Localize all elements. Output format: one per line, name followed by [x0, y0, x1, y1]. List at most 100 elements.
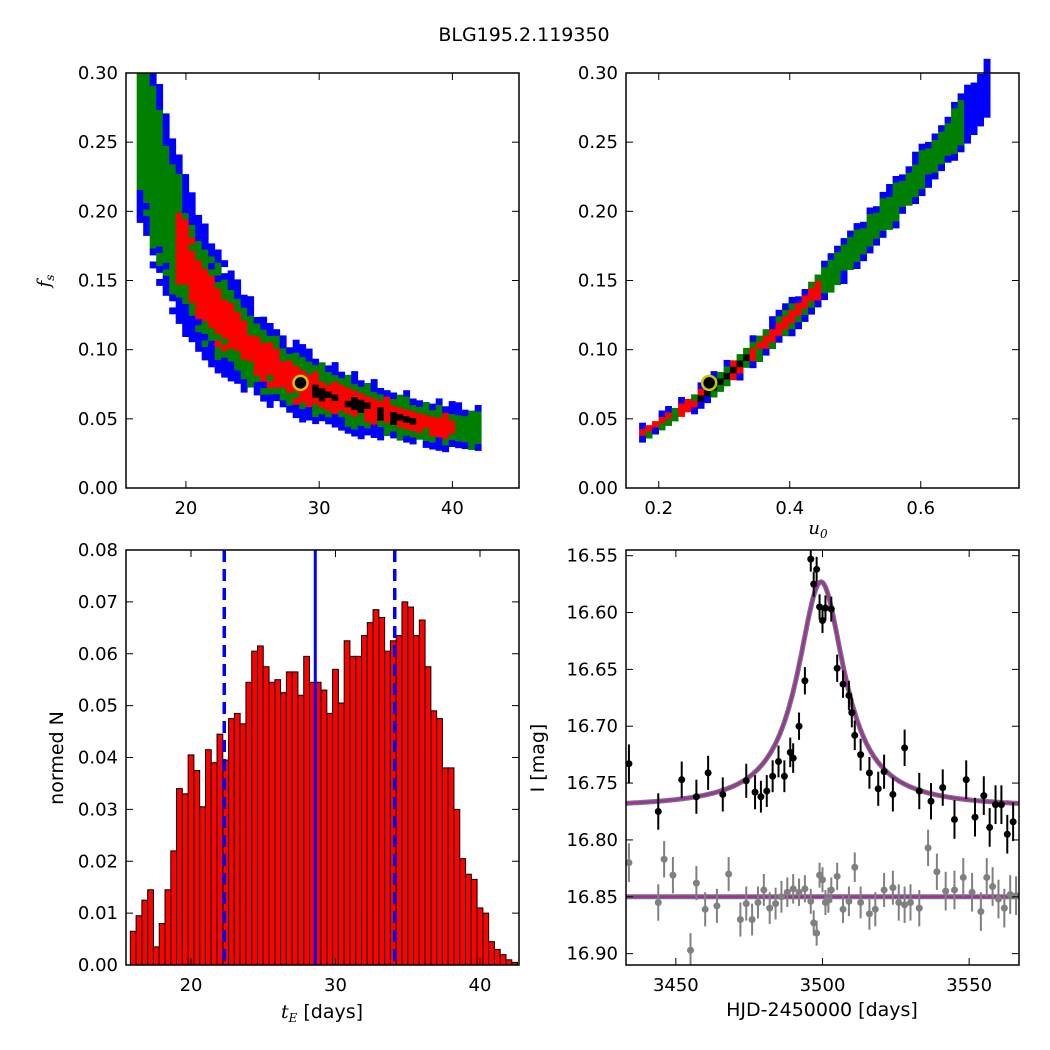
fs-tE-outer-cell — [136, 196, 144, 204]
residual-point — [924, 844, 932, 852]
fs-tE-outer-cell — [169, 138, 177, 146]
fs-tE-inner-cell — [195, 305, 203, 313]
fs-tE-mid-cell — [214, 269, 222, 276]
fs-tE-inner-cell — [344, 407, 352, 415]
fs-tE-outer-cell — [136, 216, 144, 223]
fs-tE-mid-cell — [169, 209, 177, 217]
fs-u0-mid-cell — [879, 211, 887, 219]
residual-point — [915, 904, 923, 912]
light-curve-point — [786, 748, 794, 756]
fs-u0-outer-cell — [860, 221, 867, 229]
fs-tE-mid-cell — [143, 157, 151, 165]
light-curve-xtick-label: 3500 — [800, 975, 846, 996]
fs-tE-inner-cell — [227, 335, 235, 343]
fs-u0-mid-cell — [931, 166, 939, 173]
fs-tE-outer-cell — [331, 362, 339, 369]
tE-histogram-bar — [285, 671, 293, 966]
tE-histogram-ytick-label: 0.08 — [78, 540, 118, 561]
fs-tE-core-cell — [344, 400, 352, 408]
fs-u0-inner-cell — [814, 281, 822, 288]
fs-tE-outer-cell — [214, 275, 222, 283]
fs-u0-outer-cell — [775, 335, 783, 343]
fs-tE-outer-cell — [292, 339, 300, 347]
fs-tE-mid-cell — [169, 170, 177, 178]
fs-tE-mid-cell — [325, 371, 333, 379]
fs-tE-inner-cell — [429, 416, 437, 424]
fs-tE-mid-cell — [136, 138, 144, 145]
fs-tE-mid-cell — [234, 298, 242, 306]
fs-tE-mid-cell — [195, 253, 203, 261]
fs-tE-mid-cell — [149, 170, 157, 178]
fs-tE-mid-cell — [162, 236, 170, 244]
fs-tE-mid-cell — [136, 144, 144, 152]
fs-tE-mid-cell — [325, 410, 333, 418]
fs-u0-mid-cell — [905, 198, 913, 206]
residual-point — [813, 929, 821, 937]
light-curve-point — [626, 760, 633, 768]
residual-point — [626, 859, 633, 867]
fs-tE-mid-cell — [195, 325, 203, 333]
fs-u0-mid-cell — [925, 167, 932, 175]
fs-u0-mid-cell — [834, 252, 841, 260]
light-curve-point — [801, 677, 809, 685]
fs-tE-core-cell — [390, 412, 398, 419]
fs-tE-outer-cell — [175, 161, 183, 168]
fs-tE-outer-cell — [240, 385, 248, 393]
light-curve-point — [851, 731, 859, 739]
fs-u0-inner-cell — [749, 348, 757, 356]
fs-tE-inner-cell — [442, 412, 450, 420]
fs-tE-outer-cell — [136, 190, 144, 197]
residual-point — [959, 873, 967, 881]
fs-tE-outer-cell — [234, 292, 242, 300]
tE-histogram-bar — [355, 655, 363, 966]
residual-point — [827, 886, 835, 894]
fs-tE-mid-cell — [136, 177, 144, 184]
fs-tE-outer-cell — [240, 301, 248, 309]
fs-tE-inner-cell — [338, 397, 346, 405]
fs-u0-inner-cell — [749, 354, 757, 362]
fs-u0-outer-cell — [834, 245, 841, 253]
fs-tE-inner-cell — [227, 303, 235, 310]
fs-tE-outer-cell — [162, 113, 170, 121]
fs-u0-core-cell — [704, 389, 711, 397]
fs-tE-inner-cell — [266, 362, 274, 369]
fs-tE-mid-cell — [455, 434, 463, 442]
fs-u0-mid-cell — [951, 147, 958, 155]
fs-u0-outer-cell — [723, 359, 731, 367]
fs-tE-mid-cell — [377, 394, 385, 402]
fs-u0-outer-cell — [899, 206, 906, 214]
light-curve-point — [813, 565, 821, 573]
fs-u0-mid-cell — [905, 192, 913, 200]
fs-tE-mid-cell — [156, 162, 164, 169]
tE-histogram-ytick-label: 0.00 — [78, 955, 118, 976]
fs-tE-mid-cell — [136, 183, 144, 191]
fs-u0-outer-cell — [970, 102, 978, 109]
fs-tE-mid-cell — [169, 242, 177, 250]
fs-tE-mid-cell — [435, 404, 443, 412]
fs-tE-inner-cell — [247, 354, 255, 362]
fs-u0-inner-cell — [775, 322, 783, 330]
fs-u0-mid-cell — [957, 132, 965, 140]
figure-title: BLG195.2.119350 — [438, 24, 609, 46]
tE-histogram-bar — [361, 635, 368, 966]
fs-tE-inner-cell — [260, 355, 268, 363]
fs-u0-inner-cell — [736, 367, 744, 374]
fs-u0-outer-cell — [970, 82, 978, 90]
fs-tE-mid-cell — [344, 413, 352, 421]
fs-u0-mid-cell — [957, 106, 965, 114]
fs-u0-outer-cell — [970, 95, 978, 103]
fs-u0-outer-cell — [931, 172, 939, 180]
fs-u0-outer-cell — [892, 221, 900, 229]
fs-u0-ytick-label: 0.30 — [578, 63, 618, 84]
fs-tE-outer-cell — [195, 318, 203, 326]
fs-tE-mid-cell — [162, 178, 170, 186]
fs-tE-inner-cell — [208, 321, 216, 329]
fs-tE-outer-cell — [455, 441, 463, 449]
fs-tE-outer-cell — [390, 392, 398, 400]
fs-u0-mid-cell — [938, 151, 945, 159]
fs-tE-inner-cell — [325, 404, 333, 412]
tE-histogram-bar — [256, 645, 264, 966]
fs-tE-mid-cell — [143, 177, 151, 184]
fs-u0-inner-cell — [769, 335, 776, 343]
fs-tE-outer-cell — [182, 187, 190, 194]
